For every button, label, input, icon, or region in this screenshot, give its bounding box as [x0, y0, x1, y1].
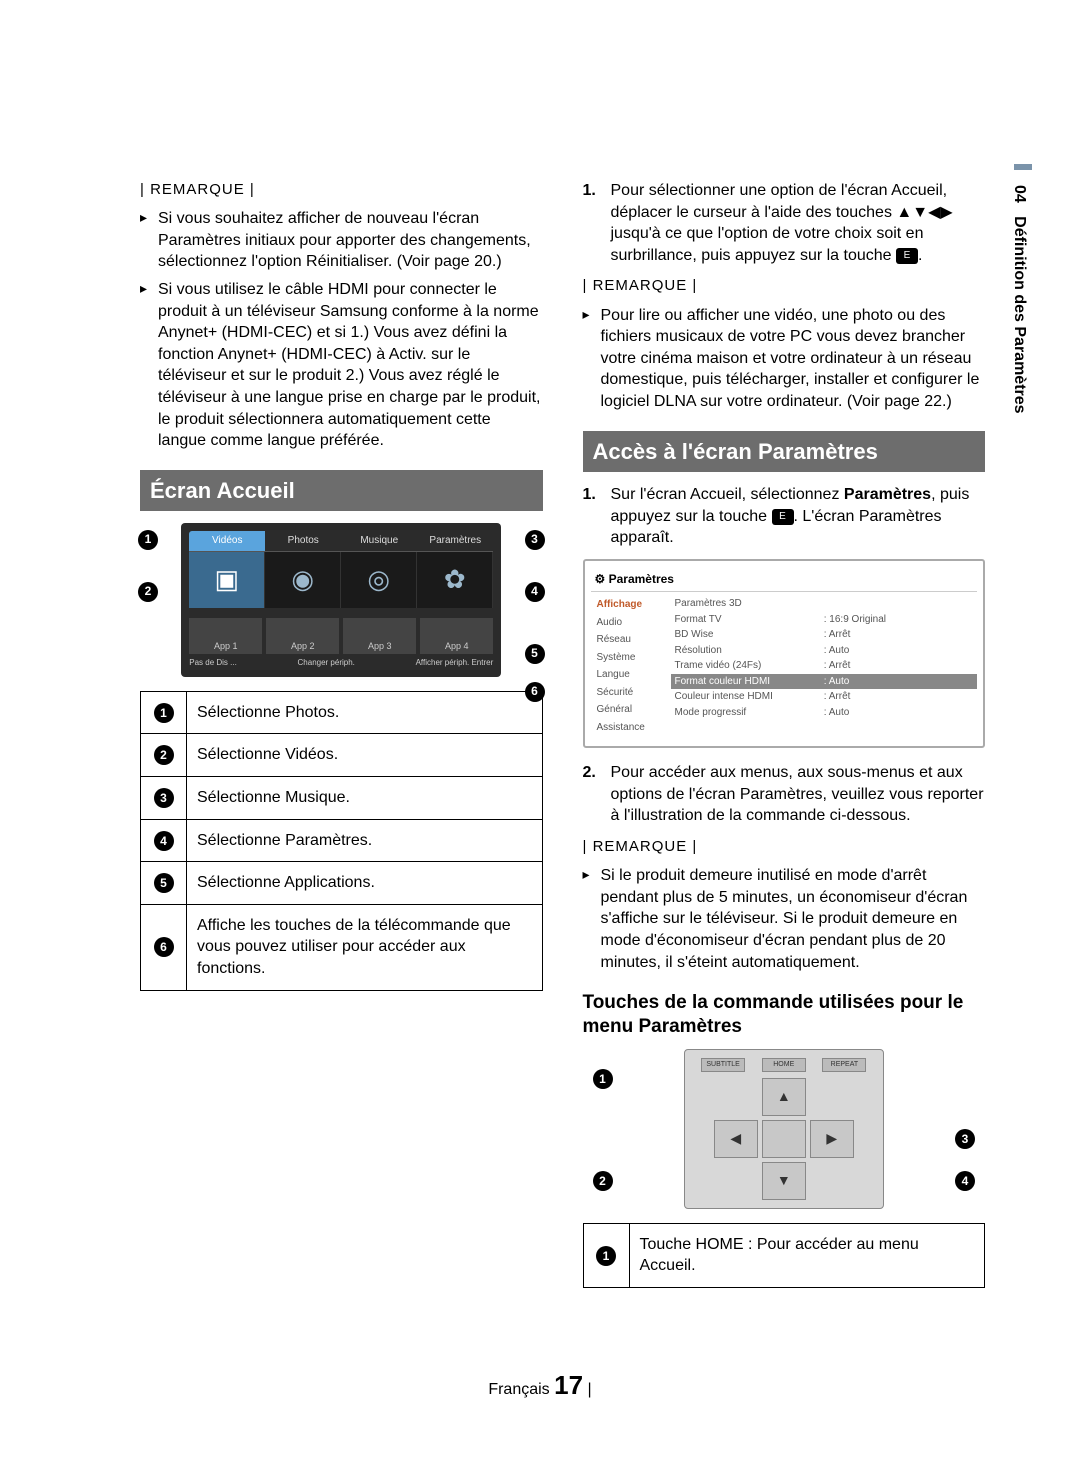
tab-musique: Musique [341, 531, 417, 552]
steps-list-3: Pour accéder aux menus, aux sous-menus e… [583, 762, 986, 827]
side-audio: Audio [591, 614, 671, 632]
tab-videos: Vidéos [189, 531, 265, 552]
remote-desc-table: 1Touche HOME : Pour accéder au menu Accu… [583, 1223, 986, 1288]
tab-parametres: Paramètres [417, 531, 493, 552]
step-2: Pour accéder aux menus, aux sous-menus e… [583, 762, 986, 827]
desc-3: Sélectionne Musique. [187, 776, 543, 819]
enter-icon: E [896, 248, 918, 264]
lang-label: Français [488, 1381, 549, 1398]
callout-2: 2 [593, 1171, 613, 1191]
desc-2: Sélectionne Vidéos. [187, 734, 543, 777]
remote-desc-1: Touche HOME : Pour accéder au menu Accue… [629, 1223, 985, 1287]
callout-5: 5 [525, 644, 545, 664]
remarque-item: Si le produit demeure inutilisé en mode … [583, 865, 986, 973]
side-reseau: Réseau [591, 631, 671, 649]
enter-icon: E [772, 509, 794, 525]
desc-1: Sélectionne Photos. [187, 691, 543, 734]
left-button: ◀ [714, 1120, 758, 1158]
remote-diagram: 1 2 3 4 SUBTITLE HOME REPEAT ▲ ◀ ▶ ▼ [583, 1049, 986, 1209]
callout-1: 1 [138, 530, 158, 550]
callout-1: 1 [593, 1069, 613, 1089]
section-acces-parametres: Accès à l'écran Paramètres [583, 431, 986, 473]
app-2: App 2 [266, 618, 339, 654]
left-column: REMARQUE Si vous souhaitez afficher de n… [140, 180, 543, 1288]
side-securite: Sécurité [591, 684, 671, 702]
accueil-screenshot: 1 2 3 4 5 6 Vidéos Photos Musique Paramè… [140, 523, 543, 676]
down-button: ▼ [762, 1162, 806, 1200]
callout-2: 2 [138, 582, 158, 602]
tab-photos: Photos [265, 531, 341, 552]
desc-5: Sélectionne Applications. [187, 862, 543, 905]
accueil-desc-table: 1Sélectionne Photos. 2Sélectionne Vidéos… [140, 691, 543, 991]
footer-mid: Changer périph. [298, 658, 355, 669]
footer-left: Pas de Dis ... [189, 658, 237, 669]
app-4: App 4 [420, 618, 493, 654]
side-tab: 04 Définition des Paramètres [1008, 185, 1030, 414]
right-button: ▶ [810, 1120, 854, 1158]
callout-3: 3 [955, 1129, 975, 1149]
page-number: 17 [554, 1370, 583, 1400]
btn-repeat: REPEAT [822, 1058, 866, 1072]
videos-icon: ▣ [189, 552, 265, 608]
side-general: Général [591, 701, 671, 719]
callout-3: 3 [525, 530, 545, 550]
table-row: 4Sélectionne Paramètres. [141, 819, 543, 862]
step-1b: Sur l'écran Accueil, sélectionnez Paramè… [583, 484, 986, 549]
footer-right: Afficher périph. Entrer [416, 658, 494, 669]
btn-subtitle: SUBTITLE [701, 1058, 745, 1072]
app-1: App 1 [189, 618, 262, 654]
side-assistance: Assistance [591, 719, 671, 737]
parametres-icon: ✿ [417, 552, 493, 608]
desc-4: Sélectionne Paramètres. [187, 819, 543, 862]
photos-icon: ◉ [265, 552, 341, 608]
table-row: 5Sélectionne Applications. [141, 862, 543, 905]
remarque-list: Si le produit demeure inutilisé en mode … [583, 865, 986, 973]
callout-4: 4 [955, 1171, 975, 1191]
remarque-label: REMARQUE [140, 180, 543, 200]
subheading-touches: Touches de la commande utilisées pour le… [583, 991, 986, 1039]
table-row: 2Sélectionne Vidéos. [141, 734, 543, 777]
steps-list-2: Sur l'écran Accueil, sélectionnez Paramè… [583, 484, 986, 549]
parametres-screenshot: ⚙ Paramètres Affichage Audio Réseau Syst… [583, 559, 986, 748]
step-1: Pour sélectionner une option de l'écran … [583, 180, 986, 266]
right-column: Pour sélectionner une option de l'écran … [583, 180, 986, 1288]
table-row: 1Sélectionne Photos. [141, 691, 543, 734]
remarque-item: Si vous utilisez le câble HDMI pour conn… [140, 279, 543, 452]
dpad: ▲ ◀ ▶ ▼ [693, 1078, 875, 1200]
param-sidebar: Affichage Audio Réseau Système Langue Sé… [591, 592, 671, 740]
btn-home: HOME [762, 1058, 806, 1072]
app-3: App 3 [343, 618, 416, 654]
chapter-number: 04 [1011, 185, 1028, 203]
remarque-list: Pour lire ou afficher une vidéo, une pho… [583, 305, 986, 413]
side-systeme: Système [591, 649, 671, 667]
ok-button [762, 1120, 806, 1158]
musique-icon: ◎ [341, 552, 417, 608]
remarque-label: REMARQUE [583, 837, 986, 857]
table-row: 6Affiche les touches de la télécommande … [141, 904, 543, 990]
table-row: 1Touche HOME : Pour accéder au menu Accu… [583, 1223, 985, 1287]
side-accent [1014, 164, 1032, 170]
accueil-tabs: Vidéos Photos Musique Paramètres [189, 531, 493, 552]
remarque-item: Si vous souhaitez afficher de nouveau l'… [140, 208, 543, 273]
callout-4: 4 [525, 582, 545, 602]
remarque-list: Si vous souhaitez afficher de nouveau l'… [140, 208, 543, 452]
up-button: ▲ [762, 1078, 806, 1116]
callout-6: 6 [525, 682, 545, 702]
desc-6: Affiche les touches de la télécommande q… [187, 904, 543, 990]
page-footer: Français 17 | [0, 1368, 1080, 1403]
steps-list-1: Pour sélectionner une option de l'écran … [583, 180, 986, 266]
param-main: Paramètres 3D Format TV: 16:9 Original B… [671, 592, 978, 740]
section-ecran-accueil: Écran Accueil [140, 470, 543, 512]
remarque-item: Pour lire ou afficher une vidéo, une pho… [583, 305, 986, 413]
table-row: 3Sélectionne Musique. [141, 776, 543, 819]
side-affichage: Affichage [591, 596, 671, 614]
remarque-label: REMARQUE [583, 276, 986, 296]
side-langue: Langue [591, 666, 671, 684]
param-header: ⚙ Paramètres [591, 567, 978, 592]
chapter-title: Définition des Paramètres [1011, 216, 1028, 413]
